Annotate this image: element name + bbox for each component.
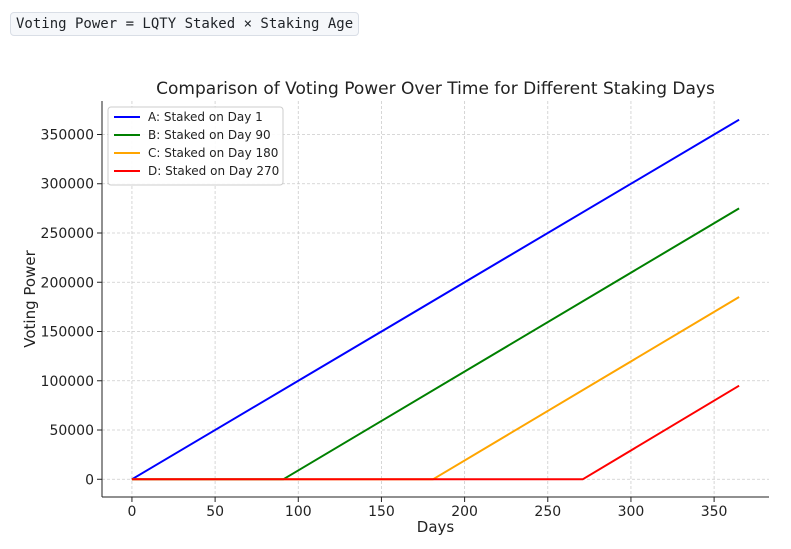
- legend-label: A: Staked on Day 1: [148, 110, 263, 124]
- x-tick-label: 100: [285, 504, 312, 520]
- axes: [101, 101, 769, 498]
- y-tick-label: 0: [85, 472, 94, 488]
- legend: A: Staked on Day 1 B: Staked on Day 90 C: …: [107, 106, 284, 186]
- chart-title: Comparison of Voting Power Over Time for…: [156, 79, 715, 99]
- series-line-a: [131, 118, 740, 481]
- y-tick-label: 100000: [41, 374, 94, 390]
- y-axis-label: Voting Power: [21, 249, 39, 347]
- y-tick-label: 200000: [41, 275, 94, 291]
- y-tick-label: 50000: [49, 423, 94, 439]
- y-tick-label: 150000: [41, 325, 94, 341]
- x-tick-label: 150: [368, 504, 395, 520]
- legend-label: B: Staked on Day 90: [148, 128, 271, 142]
- series-line-d: [131, 384, 740, 481]
- x-tick-label: 200: [451, 504, 478, 520]
- legend-label: D: Staked on Day 270: [148, 164, 279, 178]
- x-tick-label: 0: [127, 504, 136, 520]
- y-tick-label: 250000: [41, 226, 94, 242]
- x-axis-label: Days: [417, 518, 455, 536]
- x-tick-label: 250: [534, 504, 561, 520]
- y-tick-label: 300000: [41, 177, 94, 193]
- legend-label: C: Staked on Day 180: [148, 146, 278, 160]
- x-tick-label: 50: [206, 504, 224, 520]
- formula-code: Voting Power = LQTY Staked × Staking Age: [10, 12, 360, 36]
- series-line-b: [131, 207, 740, 481]
- x-tick-label: 350: [701, 504, 728, 520]
- ticks: 0 50 100 150 200 250 300 350 0 50000 100000 150000 2…: [41, 127, 728, 520]
- y-tick-label: 350000: [41, 127, 94, 143]
- legend-box: [107, 106, 284, 186]
- x-tick-label: 300: [618, 504, 645, 520]
- series-lines: [131, 118, 740, 481]
